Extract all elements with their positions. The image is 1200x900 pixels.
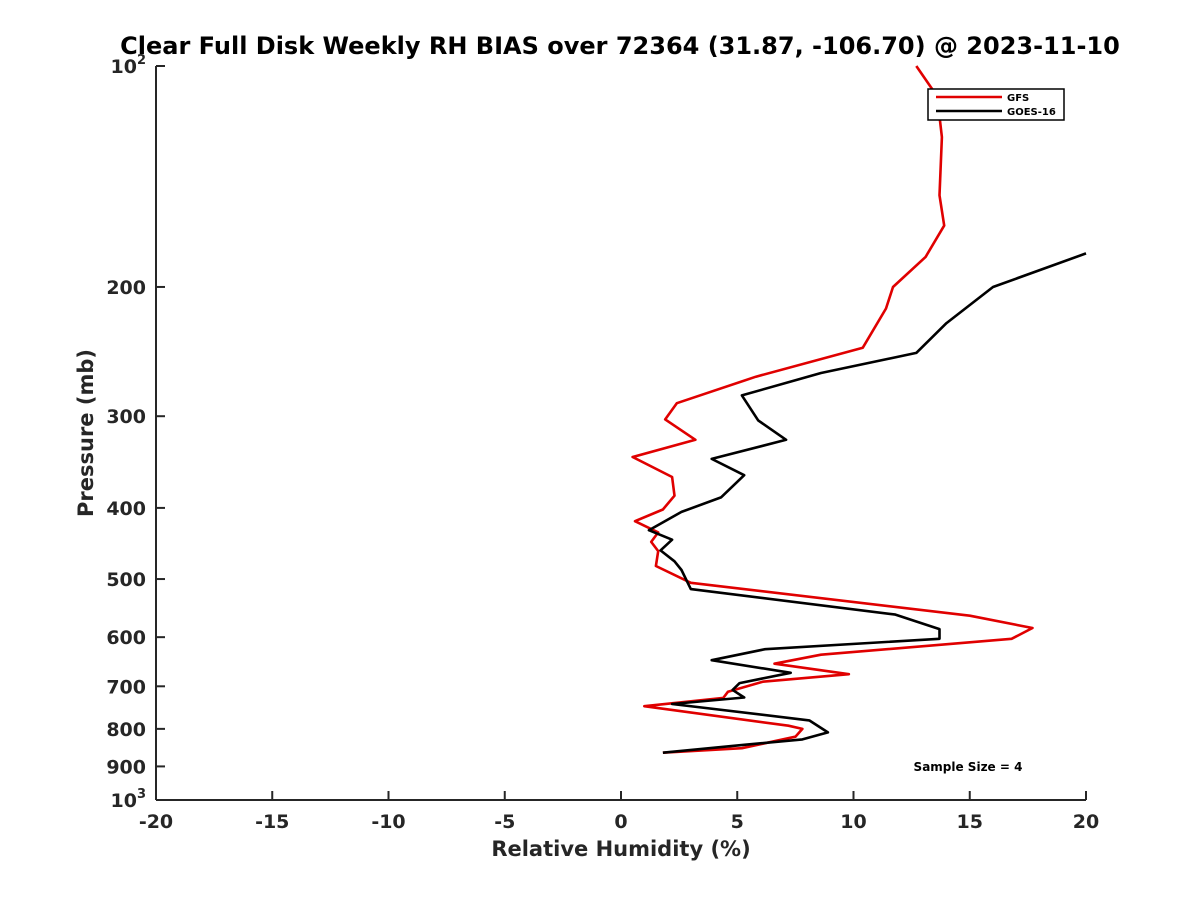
y-tick-label: 400 [106,498,146,520]
x-tick-label: 15 [957,811,983,833]
y-tick-label: 800 [106,719,146,741]
x-tick-label: -5 [494,811,515,833]
legend-label-goes-16: GOES-16 [1007,107,1056,118]
x-tick-label: -15 [255,811,289,833]
y-tick-label: 200 [106,277,146,299]
y-tick-label: 102 [111,53,147,78]
x-tick-label: 0 [614,811,627,833]
x-ticks: -20 -15 -10 -5 0 5 10 15 20 [139,791,1099,833]
legend-box [927,88,1065,121]
y-tick-label: 700 [106,676,146,698]
x-tick-label: -10 [371,811,405,833]
y-tick-label: 300 [106,406,146,428]
axes [155,66,1086,801]
x-tick-label: 10 [840,811,866,833]
x-tick-label: -20 [139,811,173,833]
x-tick-label: 20 [1073,811,1099,833]
y-tick-label: 900 [106,756,146,778]
x-tick-label: 5 [731,811,744,833]
y-tick-label: 500 [106,569,146,591]
series-line-goes-16 [647,252,1087,754]
legend: GFS GOES-16 [927,88,1065,121]
sample-size-annotation: Sample Size = 4 [914,760,1023,774]
legend-label-gfs: GFS [1007,93,1029,104]
y-axis-label: Pressure (mb) [74,349,98,517]
series-layer [631,65,1087,754]
series-line-gfs [631,65,1034,754]
chart-title: Clear Full Disk Weekly RH BIAS over 7236… [120,32,1120,60]
y-ticks: 102 200 300 400 500 600 700 800 900 103 [106,53,165,812]
x-axis-label: Relative Humidity (%) [491,837,750,861]
y-tick-label: 103 [111,787,147,812]
y-tick-label: 600 [106,627,146,649]
